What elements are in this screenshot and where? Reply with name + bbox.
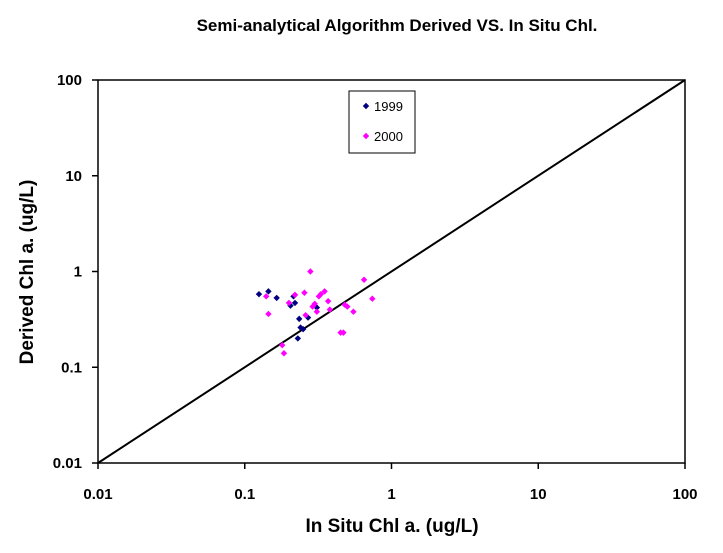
x-axis-title: In Situ Chl a. (ug/L): [305, 516, 478, 537]
y-axis-title: Derived Chl a. (ug/L): [17, 180, 38, 365]
x-tick-label: 0.01: [83, 486, 112, 503]
x-tick-label: 0.1: [234, 486, 255, 503]
data-point-2000: [317, 290, 325, 298]
one-to-one-line: [97, 79, 686, 464]
data-point-1999: [296, 315, 303, 323]
data-point-2000: [350, 308, 357, 315]
data-point-2000: [291, 291, 299, 299]
data-points: [255, 268, 376, 357]
data-point-2000: [307, 268, 314, 275]
data-point-2000: [285, 299, 293, 307]
data-point-1999: [265, 288, 272, 295]
legend-marker-2000: [362, 132, 370, 140]
data-point-2000: [344, 303, 351, 310]
x-axis: 0.01 0.1 1 10 100: [83, 463, 698, 503]
data-point-2000: [326, 306, 334, 313]
data-point-2000: [369, 295, 376, 302]
data-point-1999: [299, 325, 307, 333]
y-tick-label: 10: [65, 168, 82, 185]
y-tick-label: 0.1: [61, 359, 82, 376]
x-tick-label: 100: [672, 486, 697, 503]
y-tick-label: 1: [74, 264, 82, 281]
legend-label-1999: 1999: [374, 99, 403, 114]
legend-marker-1999: [362, 102, 370, 110]
legend: 1999 2000: [348, 90, 416, 154]
data-point-2000: [324, 297, 332, 305]
data-point-1999: [291, 299, 299, 307]
x-tick-label: 1: [387, 486, 395, 503]
data-point-1999: [294, 335, 302, 342]
data-point-2000: [265, 310, 272, 318]
y-tick-label: 100: [57, 72, 82, 89]
data-point-2000: [302, 311, 309, 319]
data-point-2000: [301, 289, 308, 296]
data-point-2000: [360, 276, 368, 283]
data-point-1999: [273, 294, 280, 302]
data-point-2000: [313, 308, 321, 315]
data-point-2000: [340, 329, 347, 336]
legend-label-2000: 2000: [374, 129, 403, 144]
data-point-1999: [255, 290, 263, 298]
legend-box: [348, 90, 416, 154]
data-point-2000: [321, 288, 328, 295]
y-axis: 0.01 0.1 1 10 100: [53, 72, 98, 472]
data-point-2000: [280, 350, 288, 357]
x-tick-label: 10: [530, 486, 547, 503]
chart-title: Semi-analytical Algorithm Derived VS. In…: [197, 16, 598, 35]
y-tick-label: 0.01: [53, 455, 82, 472]
data-point-2000: [311, 300, 318, 307]
data-point-2000: [262, 293, 270, 300]
data-point-2000: [279, 341, 286, 349]
